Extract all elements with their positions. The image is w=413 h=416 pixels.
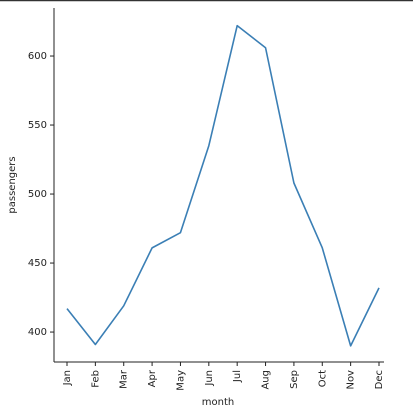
x-tick-label: Apr <box>147 369 158 387</box>
y-axis-label: passengers <box>7 156 18 213</box>
x-tick-label: Oct <box>317 370 328 387</box>
x-axis-label: month <box>202 397 234 408</box>
y-tick-label: 400 <box>28 327 47 338</box>
y-tick-label: 450 <box>28 258 47 269</box>
x-tick-label: Feb <box>90 370 101 388</box>
x-tick-label: Dec <box>374 370 385 389</box>
x-tick-label: Aug <box>261 370 272 390</box>
x-tick-label: Jan <box>62 370 73 386</box>
y-tick-label: 600 <box>28 51 47 62</box>
x-tick-label: Jun <box>204 370 215 387</box>
x-tick-label: Mar <box>119 369 130 389</box>
x-tick-label: Sep <box>289 370 300 389</box>
y-tick-label: 550 <box>28 120 47 131</box>
x-tick-label: Jul <box>232 370 243 383</box>
x-tick-label: Nov <box>346 370 357 390</box>
x-tick-label: May <box>175 370 186 391</box>
line <box>66 24 380 347</box>
y-tick-label: 500 <box>28 189 47 200</box>
